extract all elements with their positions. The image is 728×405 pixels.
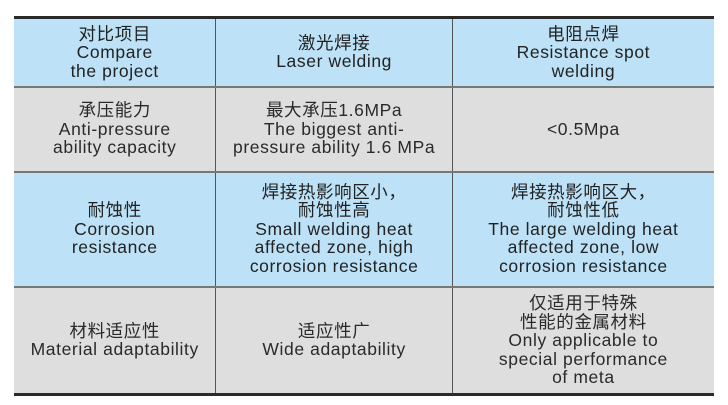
comparison-table: 对比项目 Compare the project 激光焊接 Laser welding… (14, 16, 714, 396)
cell-text-line: 性能的金属材料 (520, 311, 647, 332)
cell-label: 承压能力 Anti-pressure ability capacity (14, 85, 217, 172)
cell-laser: 最大承压1.6MPa The biggest anti-pressure abil… (215, 85, 453, 172)
cell-text-line: 焊接热影响区小， (261, 181, 407, 202)
header-compare-project: 对比项目 Compare the project (14, 17, 217, 87)
cell-resistance: 焊接热影响区大， 耐蚀性低 The large welding heat affect… (451, 170, 714, 287)
cell-text-line: Material adaptability (30, 339, 199, 360)
cell-text-line: 电阻点焊 (547, 23, 620, 44)
cell-text-line: Resistance spot (516, 42, 651, 62)
cell-laser: 适应性广 Wide adaptability (215, 285, 453, 395)
cell-text-line: 对比项目 (78, 23, 151, 44)
row-anti-pressure: 承压能力 Anti-pressure ability capacity 最大承压1.… (14, 85, 714, 172)
header-row: 对比项目 Compare the project 激光焊接 Laser welding… (14, 17, 714, 87)
cell-text-line: 焊接热影响区大， (510, 181, 656, 202)
cell-text-line: Corrosion (74, 218, 156, 239)
cell-text-line: 承压能力 (78, 100, 151, 121)
cell-label: 耐蚀性 Corrosion resistance (14, 170, 217, 287)
cell-text-line: 耐蚀性 (87, 200, 142, 221)
row-corrosion: 耐蚀性 Corrosion resistance 焊接热影响区小， 耐蚀性高 Small… (14, 170, 714, 287)
cell-text-line: 激光焊接 (297, 32, 371, 53)
cell-text-line: ability capacity (53, 137, 177, 158)
cell-text-line: 材料适应性 (69, 320, 160, 341)
cell-text-line: 适应性广 (297, 320, 371, 341)
cell-resistance: 仅适用于特殊 性能的金属材料 Only applicable to special p… (451, 285, 714, 395)
cell-text-line: Laser welding (276, 51, 393, 72)
cell-text-line: affected zone, low (507, 237, 660, 258)
row-material-adaptability: 材料适应性 Material adaptability 适应性广 Wide adap… (14, 285, 714, 395)
cell-text-line: the project (70, 60, 159, 81)
cell-text-line: 最大承压1.6MPa (265, 100, 403, 121)
cell-text-line: corrosion resistance (249, 255, 419, 276)
cell-text-line: special performance (498, 348, 668, 369)
cell-text-line: 仅适用于特殊 (529, 293, 638, 313)
cell-text-line: Only applicable to (508, 330, 659, 350)
cell-text-line: Compare (76, 42, 153, 62)
header-laser-welding: 激光焊接 Laser welding (215, 17, 453, 87)
cell-text-line: Wide adaptability (262, 339, 406, 360)
cell-text-line: <0.5Mpa (546, 118, 620, 139)
header-resistance-spot-welding: 电阻点焊 Resistance spot welding (451, 17, 714, 87)
cell-text-line: The large welding heat (488, 218, 679, 239)
cell-resistance: <0.5Mpa (451, 85, 714, 172)
cell-label: 材料适应性 Material adaptability (14, 285, 217, 395)
cell-text-line: resistance (71, 237, 158, 258)
cell-text-line: Anti-pressure (58, 118, 171, 139)
cell-text-line: affected zone, high (254, 237, 414, 258)
cell-text-line: of meta (552, 367, 615, 387)
cell-text-line: 耐蚀性低 (547, 200, 620, 221)
cell-text-line: The biggest anti- (263, 118, 405, 139)
cell-laser: 焊接热影响区小， 耐蚀性高 Small welding heat affected z… (215, 170, 453, 287)
cell-text-line: welding (551, 60, 616, 81)
cell-text-line: Small welding heat (255, 218, 413, 239)
cell-text-line: 耐蚀性高 (297, 200, 371, 221)
cell-text-line: corrosion resistance (499, 255, 668, 276)
cell-text-line: pressure ability 1.6 MPa (233, 137, 436, 158)
